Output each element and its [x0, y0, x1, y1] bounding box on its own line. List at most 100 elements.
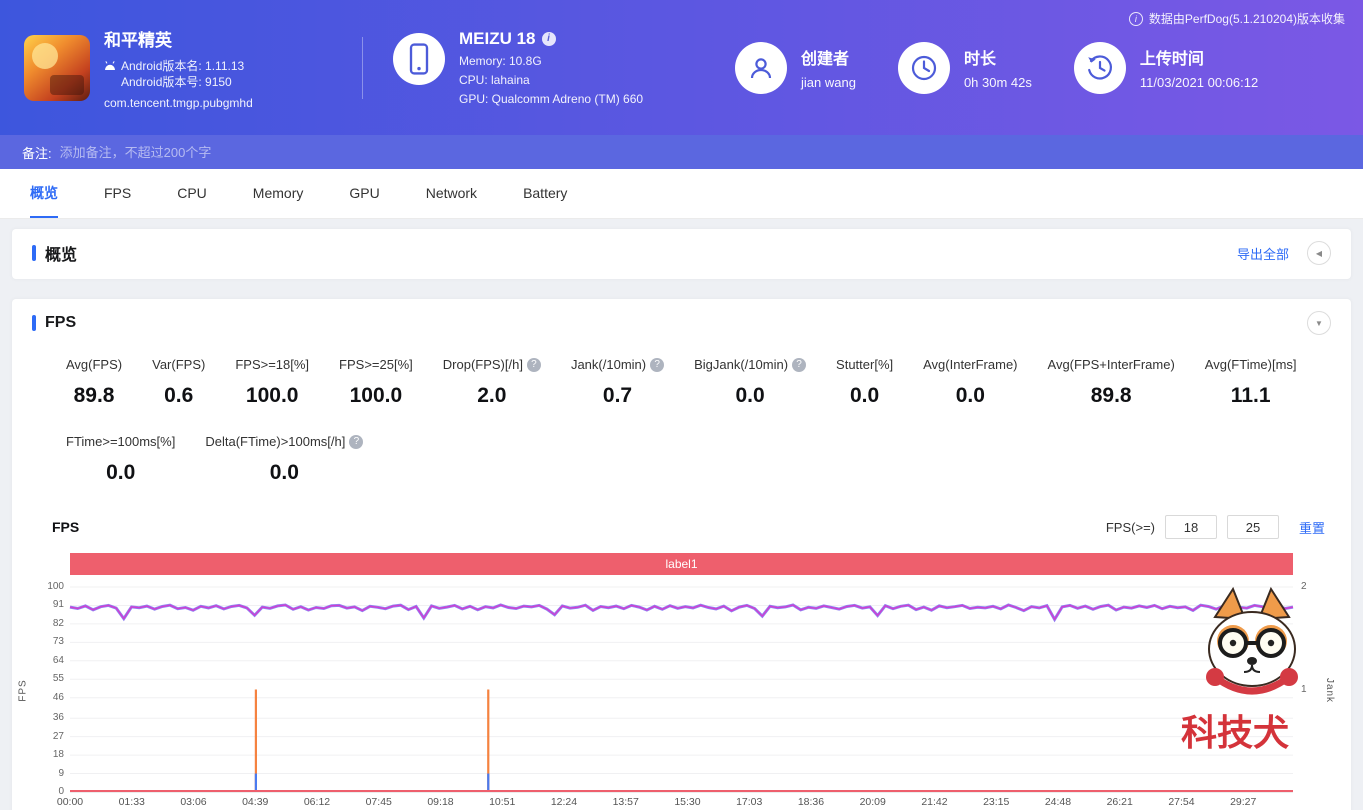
info-icon: i	[1128, 11, 1143, 26]
creator-value: jian wang	[801, 75, 856, 90]
fps-card: FPS ▼ Avg(FPS) 89.8 Var(FPS) 0.6 FPS>=18[%] 1…	[12, 299, 1351, 810]
clock-icon	[911, 55, 937, 80]
y-axis-tick: 73	[52, 636, 64, 648]
android-icon	[105, 61, 115, 70]
device-gpu: GPU: Qualcomm Adreno (TM) 660	[459, 92, 644, 106]
fps-threshold-high-input[interactable]	[1226, 515, 1279, 539]
fps-chart-title: FPS	[52, 519, 80, 535]
x-axis-tick: 09:18	[427, 796, 454, 808]
metric-label: FPS>=18[%]	[235, 357, 310, 372]
tab-GPU[interactable]: GPU	[349, 184, 380, 201]
app-block: 和平精英 Android版本名: 1.11.13 Android版本号: 915…	[24, 26, 356, 110]
metric: Jank(/10min)? 0.7	[571, 357, 665, 408]
duration-value: 0h 30m 42s	[963, 75, 1032, 90]
x-axis: 00:00 01:33 03:06 04:39 06:12 07:45 09:18 10:51…	[57, 796, 1293, 810]
creator-label: 创建者	[801, 51, 850, 68]
tab-FPS[interactable]: FPS	[104, 184, 132, 201]
metric-label: Stutter[%]	[836, 357, 894, 372]
overview-card: 概览 导出全部 ◀	[12, 229, 1351, 279]
remark-input[interactable]	[59, 144, 1341, 160]
tab-Network[interactable]: Network	[425, 184, 478, 201]
y-axis-right-title: Jank	[1324, 677, 1336, 704]
x-axis-tick: 06:12	[303, 796, 331, 808]
fps-threshold-low-input[interactable]	[1164, 515, 1217, 539]
title-accent	[32, 315, 36, 331]
tab-bar: 概览 FPS CPU Memory GPU Network Battery	[0, 169, 1363, 219]
reset-link[interactable]: 重置	[1298, 520, 1325, 536]
phone-icon	[409, 43, 429, 75]
metric-value: 2.0	[477, 384, 507, 407]
history-clock-icon	[1087, 54, 1112, 79]
metric-value: 0.0	[735, 384, 765, 407]
duration-block: 时长 0h 30m 42s	[897, 41, 1032, 94]
header-divider	[362, 36, 363, 99]
fps-line-chart[interactable]	[69, 586, 1294, 793]
overview-title: 概览	[45, 247, 78, 264]
metric-value: 100.0	[349, 384, 403, 407]
metric-value: 11.1	[1230, 384, 1271, 407]
device-info-icon[interactable]: i	[541, 32, 556, 46]
x-axis-tick: 29:27	[1230, 796, 1257, 808]
x-axis-tick: 07:45	[365, 796, 392, 808]
metric: Delta(FTime)>100ms[/h]? 0.0	[205, 434, 364, 485]
x-axis-tick: 01:33	[118, 796, 145, 808]
device-name: MEIZU 18	[459, 29, 536, 48]
tab-概览[interactable]: 概览	[30, 169, 58, 218]
metric-label: Jank(/10min)?	[571, 357, 665, 372]
help-icon[interactable]: ?	[349, 434, 364, 449]
x-axis-tick: 20:09	[859, 796, 886, 808]
duration-label: 时长	[963, 51, 996, 68]
y-axis-left: 0 9 18 27 36 46 55 64 73 82 91 100	[32, 581, 64, 797]
x-axis-tick: 26:21	[1106, 796, 1133, 808]
device-block: MEIZU 18 i Memory: 10.8G CPU: lahaina GP…	[393, 29, 693, 106]
help-icon[interactable]: ?	[650, 357, 665, 372]
fps-chart-controls: FPS FPS(>=) 重置	[52, 515, 1325, 539]
collapse-down-button[interactable]: ▼	[1307, 311, 1331, 335]
metric-value: 89.8	[73, 384, 115, 407]
metric-value: 89.8	[1090, 384, 1132, 407]
metric: Drop(FPS)[/h]? 2.0	[443, 357, 541, 408]
y-axis-tick: 91	[52, 599, 64, 611]
x-axis-tick: 15:30	[674, 796, 701, 808]
collapse-left-button[interactable]: ◀	[1307, 241, 1331, 265]
app-name: 和平精英	[104, 30, 172, 50]
title-accent	[32, 245, 36, 261]
x-axis-tick: 00:00	[56, 796, 84, 808]
x-axis-tick: 24:48	[1044, 796, 1072, 808]
device-memory: Memory: 10.8G	[459, 54, 542, 68]
x-axis-tick: 04:39	[242, 796, 269, 808]
metric-label: Avg(FPS)	[66, 357, 123, 372]
help-icon[interactable]: ?	[526, 357, 541, 372]
header: 和平精英 Android版本名: 1.11.13 Android版本号: 915…	[0, 0, 1363, 135]
tab-Memory[interactable]: Memory	[252, 184, 304, 201]
x-axis-tick: 18:36	[797, 796, 825, 808]
metric-label: Avg(FTime)[ms]	[1204, 357, 1297, 372]
x-axis-tick: 13:57	[612, 796, 639, 808]
metric-value: 0.0	[269, 461, 299, 484]
upload-value: 11/03/2021 00:06:12	[1139, 75, 1259, 90]
export-all-link[interactable]: 导出全部	[1236, 246, 1289, 262]
y-axis-tick: 27	[52, 730, 64, 742]
metric: Avg(InterFrame) 0.0	[923, 357, 1017, 408]
tab-Battery[interactable]: Battery	[523, 184, 568, 201]
tab-CPU[interactable]: CPU	[177, 184, 207, 201]
help-icon[interactable]: ?	[792, 357, 807, 372]
metric-label: BigJank(/10min)?	[694, 357, 807, 372]
x-axis-tick: 10:51	[489, 796, 516, 808]
metric-value: 0.6	[164, 384, 194, 407]
metric-value: 0.0	[955, 384, 985, 407]
creator-block: 创建者 jian wang	[735, 41, 856, 94]
y-axis-tick: 46	[52, 691, 64, 703]
x-axis-tick: 21:42	[921, 796, 948, 808]
metric: FPS>=25[%] 100.0	[339, 357, 413, 408]
device-cpu: CPU: lahaina	[459, 73, 530, 87]
metric: Avg(FTime)[ms] 11.1	[1205, 357, 1297, 408]
fps-threshold-label: FPS(>=)	[1105, 519, 1155, 535]
app-package: com.tencent.tmgp.pubgmhd	[104, 95, 253, 110]
metric-label: Avg(FPS+InterFrame)	[1047, 357, 1175, 372]
app-version-name: Android版本名: 1.11.13	[121, 58, 245, 73]
metric: FPS>=18[%] 100.0	[235, 357, 309, 408]
metric-value: 0.0	[106, 461, 136, 484]
